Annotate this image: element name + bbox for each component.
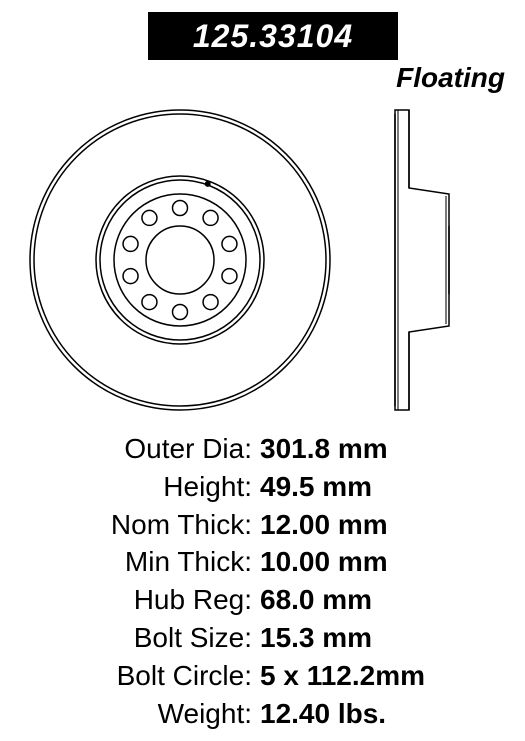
- spec-row: Min Thick:10.00 mm: [20, 543, 505, 581]
- spec-label: Height:: [20, 468, 260, 506]
- rotor-svg: [0, 100, 525, 420]
- rotor-diagram: [0, 100, 525, 420]
- spec-value: 68.0 mm: [260, 581, 372, 619]
- spec-label: Bolt Size:: [20, 619, 260, 657]
- spec-row: Bolt Circle:5 x 112.2mm: [20, 657, 505, 695]
- specs-table: Outer Dia:301.8 mmHeight:49.5 mmNom Thic…: [0, 430, 525, 732]
- spec-value: 301.8 mm: [260, 430, 388, 468]
- rotor-type-label: Floating: [396, 62, 505, 94]
- spec-value: 15.3 mm: [260, 619, 372, 657]
- spec-label: Hub Reg:: [20, 581, 260, 619]
- spec-value: 12.40 lbs.: [260, 695, 386, 733]
- spec-value: 10.00 mm: [260, 543, 388, 581]
- spec-row: Weight:12.40 lbs.: [20, 695, 505, 733]
- spec-row: Hub Reg:68.0 mm: [20, 581, 505, 619]
- part-number: 125.33104: [193, 18, 353, 55]
- spec-row: Bolt Size:15.3 mm: [20, 619, 505, 657]
- spec-value: 49.5 mm: [260, 468, 372, 506]
- spec-row: Outer Dia:301.8 mm: [20, 430, 505, 468]
- part-number-badge: 125.33104: [148, 12, 398, 60]
- spec-row: Nom Thick:12.00 mm: [20, 506, 505, 544]
- spec-label: Bolt Circle:: [20, 657, 260, 695]
- spec-row: Height:49.5 mm: [20, 468, 505, 506]
- spec-label: Weight:: [20, 695, 260, 733]
- spec-value: 12.00 mm: [260, 506, 388, 544]
- spec-label: Nom Thick:: [20, 506, 260, 544]
- spec-label: Min Thick:: [20, 543, 260, 581]
- spec-value: 5 x 112.2mm: [260, 657, 425, 695]
- spec-label: Outer Dia:: [20, 430, 260, 468]
